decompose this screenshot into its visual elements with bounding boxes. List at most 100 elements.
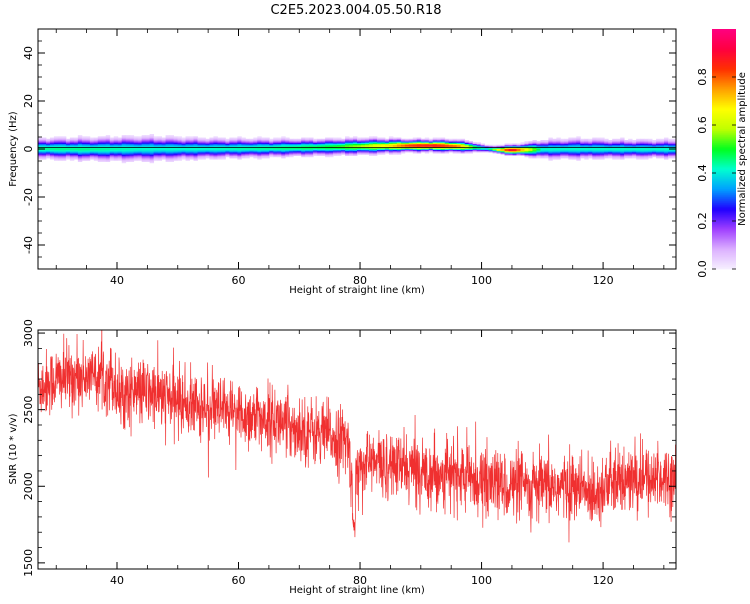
spectrogram-cell — [432, 149, 438, 152]
spectrogram-cell — [309, 154, 314, 156]
colorbar-cell — [712, 259, 736, 262]
spectrogram-cell — [608, 146, 613, 148]
spectrogram-cell — [269, 142, 274, 144]
colorbar-cell — [712, 249, 736, 252]
spectrogram-cell — [101, 142, 107, 144]
spectrogram-cell — [38, 146, 43, 148]
spectrogram-cell — [249, 149, 254, 152]
spectrogram-cell — [169, 160, 174, 162]
spectrogram-cell — [572, 152, 577, 154]
spectrogram-cell — [660, 149, 665, 152]
spectrogram-cell — [121, 158, 127, 160]
spectrogram-cell — [41, 153, 47, 155]
spectrogram-cell — [177, 150, 182, 153]
spectrogram-cell — [85, 146, 91, 148]
spectrogram-cell — [285, 155, 290, 158]
spectrogram-cell — [588, 149, 593, 152]
spectrogram-cell — [229, 154, 234, 156]
spectrogram-cell — [325, 152, 330, 154]
spectrogram-cell — [137, 158, 143, 160]
spectrogram-cell — [97, 137, 103, 140]
spectrogram-cell — [420, 150, 426, 153]
spectrogram-cell — [181, 137, 186, 140]
spectrogram-cell — [484, 149, 489, 152]
spectrogram-cell — [257, 136, 262, 138]
x-tick-label: 100 — [471, 274, 492, 287]
spectrogram-cell — [125, 141, 131, 143]
colorbar-cell — [712, 241, 736, 244]
spectrogram-cell — [69, 143, 75, 146]
spectrogram-cell — [480, 143, 485, 146]
spectrogram-cell — [548, 146, 553, 148]
spectrogram-cell — [153, 142, 159, 144]
spectrogram-cell — [225, 141, 230, 143]
spectrogram-cell — [372, 146, 378, 148]
spectrogram-cell — [261, 143, 266, 146]
spectrogram-cell — [233, 156, 238, 159]
spectrogram-cell — [436, 138, 442, 141]
spectrogram-cell — [61, 148, 67, 150]
spectrogram-cell — [205, 154, 210, 156]
spectrogram-cell — [384, 138, 390, 141]
spectrogram-cell — [129, 149, 135, 152]
spectrogram-cell — [81, 143, 87, 146]
spectrogram-cell — [89, 143, 95, 146]
spectrogram-cell — [157, 143, 163, 146]
spectrogram-cell — [648, 142, 653, 144]
colorbar-cell — [712, 115, 736, 118]
spectrogram-cell — [448, 150, 454, 153]
spectrogram-cell — [472, 144, 478, 147]
spectrogram-cell — [548, 154, 553, 156]
spectrogram-cell — [644, 149, 649, 152]
spectrogram-cell — [508, 146, 513, 148]
spectrogram-cell — [269, 138, 274, 141]
spectrogram-cell — [380, 150, 386, 153]
spectrogram-cell — [121, 135, 127, 137]
colorbar-cell — [712, 99, 736, 102]
spectrogram-cell — [392, 138, 398, 141]
spectrogram-cell — [49, 155, 55, 158]
spectrogram-cell — [305, 141, 310, 143]
spectrogram-cell — [189, 153, 194, 155]
spectrogram-cell — [121, 161, 127, 164]
spectrogram-cell — [584, 158, 589, 160]
spectrogram-cell — [548, 159, 553, 161]
spectrogram-cell — [85, 144, 91, 147]
spectrogram-cell — [189, 158, 194, 160]
spectrogram-cell — [337, 152, 342, 154]
spectrogram-cell — [664, 154, 669, 156]
spectrogram-cell — [368, 150, 374, 153]
spectrogram-cell — [596, 140, 601, 142]
spectrogram-cell — [97, 160, 103, 162]
spectrogram-cell — [536, 149, 541, 152]
spectrogram-cell — [353, 141, 358, 143]
spectrogram-cell — [73, 155, 79, 158]
spectrogram-cell — [89, 152, 95, 154]
spectrogram-cell — [416, 146, 422, 148]
colorbar-tick-label: 0.2 — [696, 212, 709, 230]
spectrogram-cell — [253, 154, 258, 156]
spectrogram-cell — [436, 146, 442, 148]
spectrogram-cell — [540, 148, 545, 150]
spectrogram-cell — [400, 142, 406, 144]
spectrogram-cell — [301, 137, 306, 140]
spectrogram-cell — [648, 146, 653, 148]
spectrogram-cell — [225, 148, 230, 150]
spectrogram-cell — [532, 148, 537, 150]
spectrogram-cell — [293, 150, 298, 153]
spectrogram-cell — [388, 148, 394, 150]
spectrogram-cell — [321, 146, 326, 148]
spectrogram-cell — [173, 137, 178, 140]
spectrogram-cell — [281, 140, 286, 142]
spectrogram-cell — [245, 156, 250, 159]
colorbar-cell — [712, 139, 736, 142]
spectrogram-cell — [285, 148, 290, 150]
spectrogram-cell — [53, 150, 59, 153]
spectrogram-cell — [185, 150, 190, 153]
spectrogram-cell — [552, 141, 557, 143]
spectrogram-cell — [273, 144, 278, 147]
spectrogram-cell — [636, 149, 641, 152]
spectrogram-cell — [165, 153, 170, 155]
spectrogram-cell — [281, 155, 286, 158]
spectrogram-cell — [436, 142, 442, 144]
